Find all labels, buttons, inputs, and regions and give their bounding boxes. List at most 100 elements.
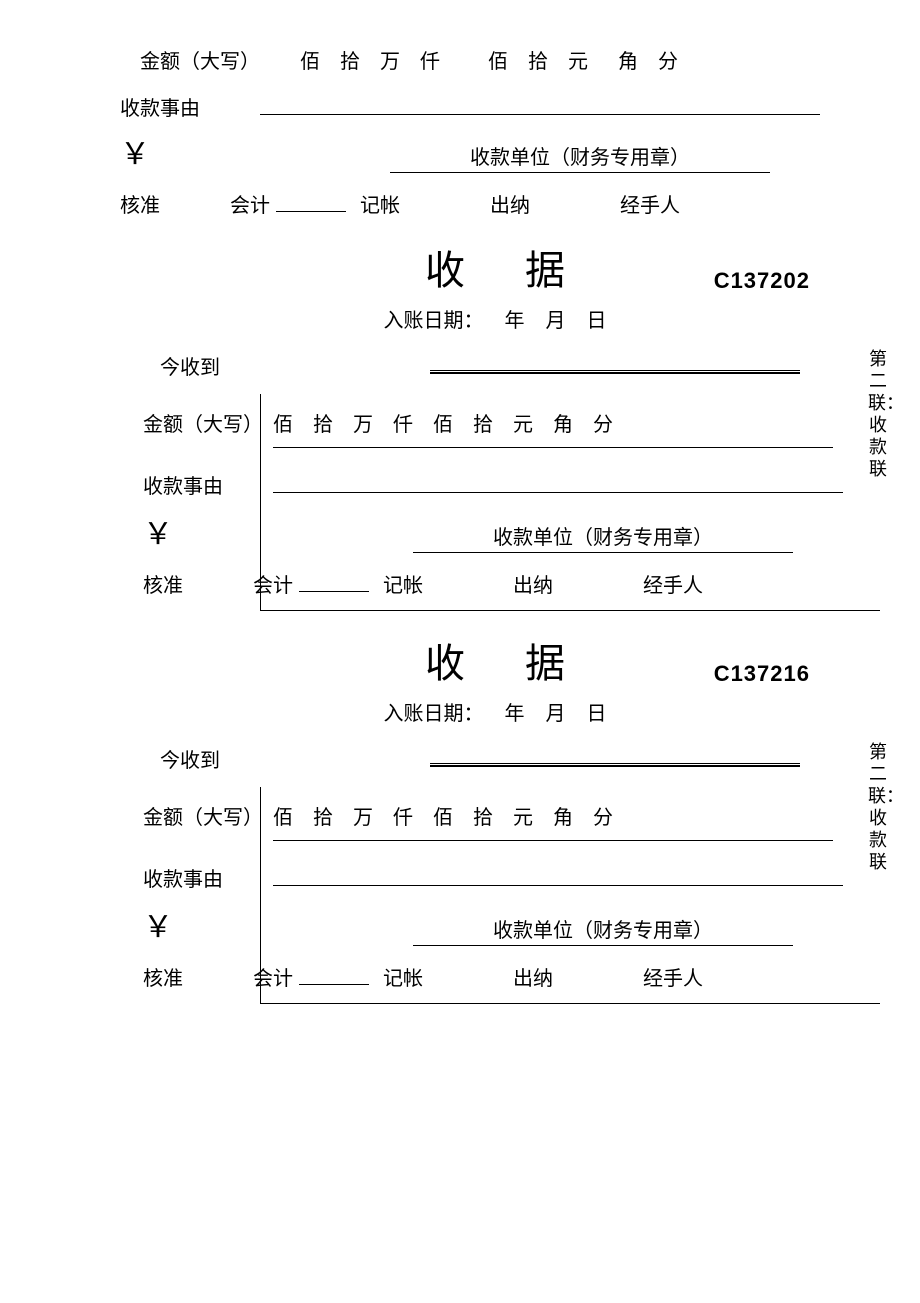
unit-bai: 佰: [273, 801, 293, 830]
receipt-2: 收据 C137216 入账日期： 年 月 日 今收到 第二联：收款联 金额（大写…: [120, 631, 870, 1004]
unit-wan: 万: [380, 45, 400, 74]
unit-shi: 拾: [313, 801, 333, 830]
reason-underline: [260, 114, 820, 115]
date-month: 月: [546, 703, 566, 725]
reason-row: 收款事由: [143, 470, 868, 499]
receipt-title: 收据: [365, 631, 625, 689]
receipt-box: 金额（大写） 佰 拾 万 仟 佰 拾 元 角 分 收款事由: [260, 394, 880, 611]
yen-row: ￥ 收款单位（财务专用章）: [120, 129, 870, 173]
amount-units: 佰 拾 万 仟 佰 拾 元 角 分: [300, 45, 698, 74]
unit-fen: 分: [593, 801, 613, 830]
reason-underline: [273, 492, 843, 493]
reason-label: 收款事由: [143, 863, 273, 892]
amount-units: 佰 拾 万 仟 佰 拾 元 角 分: [273, 801, 613, 830]
date-day: 日: [587, 310, 607, 332]
signatures-row: 核准 会计 记帐 出纳 经手人: [120, 189, 870, 218]
reason-row: 收款事由: [120, 92, 870, 121]
date-label: 入账日期：: [384, 703, 484, 725]
sig-approve: 核准: [143, 569, 183, 598]
sig-cashier: 出纳: [513, 962, 553, 991]
unit-yuan: 元: [513, 801, 533, 830]
sig-handler: 经手人: [643, 569, 703, 598]
received-label: 今收到: [160, 351, 250, 380]
yen-symbol: ￥: [143, 509, 403, 553]
unit-bai2: 佰: [488, 45, 508, 74]
receipt-title: 收据: [365, 238, 625, 296]
amount-underline: [273, 447, 833, 448]
sig-line: [299, 984, 369, 985]
unit-shi2: 拾: [473, 801, 493, 830]
sig-bookkeep: 记帐: [360, 189, 400, 218]
sig-accountant: 会计: [230, 189, 270, 218]
unit-bai: 佰: [273, 408, 293, 437]
yen-symbol: ￥: [143, 902, 403, 946]
unit-shi2: 拾: [528, 45, 548, 74]
unit-bai: 佰: [300, 45, 320, 74]
unit-jiao: 角: [553, 801, 573, 830]
yen-symbol: ￥: [120, 129, 380, 173]
title-row: 收据 C137216: [120, 631, 870, 689]
unit-shi: 拾: [313, 408, 333, 437]
date-row: 入账日期： 年 月 日: [120, 304, 870, 333]
received-label: 今收到: [160, 744, 250, 773]
date-year: 年: [505, 703, 525, 725]
unit-bai2: 佰: [433, 801, 453, 830]
signatures-row: 核准 会计 记帐 出纳 经手人: [143, 962, 868, 991]
signatures-row: 核准 会计 记帐 出纳 经手人: [143, 569, 868, 598]
unit-qian: 仟: [393, 408, 413, 437]
date-label: 入账日期：: [384, 310, 484, 332]
received-underline: [430, 370, 800, 374]
unit-jiao: 角: [618, 45, 638, 74]
date-day: 日: [587, 703, 607, 725]
sig-bookkeep: 记帐: [383, 569, 423, 598]
unit-bai2: 佰: [433, 408, 453, 437]
amount-units: 佰 拾 万 仟 佰 拾 元 角 分: [273, 408, 613, 437]
date-year: 年: [505, 310, 525, 332]
amount-row: 金额（大写） 佰 拾 万 仟 佰 拾 元 角 分: [143, 408, 868, 437]
amount-label: 金额（大写）: [140, 45, 260, 74]
receipt-1: 收据 C137202 入账日期： 年 月 日 今收到 第二联：收款联 金额（大写…: [120, 238, 870, 611]
sig-cashier: 出纳: [513, 569, 553, 598]
sig-accountant: 会计: [253, 962, 293, 991]
sig-approve: 核准: [120, 189, 160, 218]
received-underline: [430, 763, 800, 767]
title-row: 收据 C137202: [120, 238, 870, 296]
unit-fen: 分: [658, 45, 678, 74]
sig-handler: 经手人: [620, 189, 680, 218]
yen-row: ￥ 收款单位（财务专用章）: [143, 902, 868, 946]
reason-underline: [273, 885, 843, 886]
unit-fen: 分: [593, 408, 613, 437]
stamp-label: 收款单位（财务专用章）: [390, 141, 770, 173]
stamp-label: 收款单位（财务专用章）: [413, 521, 793, 553]
amount-row: 金额（大写） 佰 拾 万 仟 佰 拾 元 角 分: [143, 801, 868, 830]
sig-approve: 核准: [143, 962, 183, 991]
stamp-label: 收款单位（财务专用章）: [413, 914, 793, 946]
amount-underline: [273, 840, 833, 841]
received-row: 今收到: [120, 744, 870, 773]
sig-line: [276, 211, 346, 212]
unit-shi2: 拾: [473, 408, 493, 437]
unit-qian: 仟: [420, 45, 440, 74]
amount-label: 金额（大写）: [143, 801, 273, 830]
sig-line: [299, 591, 369, 592]
reason-label: 收款事由: [120, 92, 260, 121]
unit-shi: 拾: [340, 45, 360, 74]
receipt-partial-top: 金额（大写） 佰 拾 万 仟 佰 拾 元 角 分 收款事由 ￥ 收款单位（财务专…: [120, 45, 870, 218]
received-row: 今收到: [120, 351, 870, 380]
unit-qian: 仟: [393, 801, 413, 830]
unit-yuan: 元: [513, 408, 533, 437]
sig-bookkeep: 记帐: [383, 962, 423, 991]
sig-accountant: 会计: [253, 569, 293, 598]
sig-handler: 经手人: [643, 962, 703, 991]
date-month: 月: [546, 310, 566, 332]
serial-number: C137202: [714, 268, 810, 294]
date-row: 入账日期： 年 月 日: [120, 697, 870, 726]
sig-cashier: 出纳: [490, 189, 530, 218]
unit-jiao: 角: [553, 408, 573, 437]
unit-yuan: 元: [568, 45, 588, 74]
receipt-box: 金额（大写） 佰 拾 万 仟 佰 拾 元 角 分 收款事由: [260, 787, 880, 1004]
reason-row: 收款事由: [143, 863, 868, 892]
amount-row: 金额（大写） 佰 拾 万 仟 佰 拾 元 角 分: [140, 45, 870, 74]
unit-wan: 万: [353, 408, 373, 437]
reason-label: 收款事由: [143, 470, 273, 499]
